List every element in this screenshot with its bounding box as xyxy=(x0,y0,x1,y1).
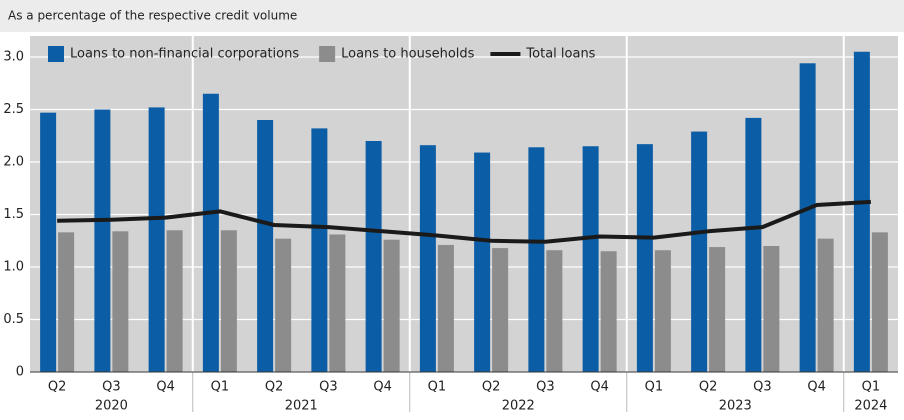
bar xyxy=(383,239,400,372)
x-tick-label: Q3 xyxy=(536,380,555,395)
bar xyxy=(112,231,129,372)
bar xyxy=(94,109,111,372)
bar xyxy=(853,51,870,372)
bar xyxy=(636,144,653,372)
x-tick-label: Q2 xyxy=(48,380,67,395)
bar xyxy=(329,234,346,372)
y-tick-label: 2.0 xyxy=(3,155,24,170)
x-tick-label: Q4 xyxy=(156,380,175,395)
x-tick-label: Q3 xyxy=(102,380,121,395)
bar xyxy=(546,250,563,372)
bar xyxy=(492,248,509,372)
x-tick-label: Q2 xyxy=(482,380,501,395)
x-group-label: 2024 xyxy=(854,399,887,414)
bar xyxy=(871,232,888,372)
y-tick-label: 3.0 xyxy=(3,50,24,65)
bar xyxy=(202,93,219,372)
x-group-label: 2023 xyxy=(719,399,752,414)
x-group-label: 2022 xyxy=(502,399,535,414)
bar xyxy=(600,251,617,372)
legend-label: Loans to non-financial corporations xyxy=(70,47,299,62)
bar xyxy=(419,145,436,372)
bar xyxy=(582,146,599,372)
bar xyxy=(474,152,491,372)
bar xyxy=(365,141,382,372)
y-tick-label: 1.5 xyxy=(3,207,24,222)
x-tick-label: Q1 xyxy=(862,380,881,395)
bar xyxy=(40,112,57,373)
legend-label: Total loans xyxy=(525,47,595,62)
legend-swatch xyxy=(319,46,336,62)
bar xyxy=(220,230,237,372)
bar xyxy=(691,131,708,372)
x-group-label: 2020 xyxy=(95,399,128,414)
y-tick-label: 1.0 xyxy=(3,260,24,275)
x-group-label: 2021 xyxy=(285,399,318,414)
bar xyxy=(166,230,183,372)
y-tick-label: 0.5 xyxy=(3,312,24,327)
x-tick-label: Q1 xyxy=(645,380,664,395)
x-tick-label: Q3 xyxy=(753,380,772,395)
x-tick-label: Q4 xyxy=(807,380,826,395)
bar xyxy=(275,238,292,372)
y-tick-label: 2.5 xyxy=(3,102,24,117)
bar xyxy=(58,232,75,372)
bar xyxy=(654,250,671,372)
bar xyxy=(528,147,545,372)
bar xyxy=(148,107,165,373)
bar xyxy=(709,247,726,372)
x-tick-label: Q4 xyxy=(373,380,392,395)
bar xyxy=(311,128,328,372)
x-tick-label: Q1 xyxy=(211,380,230,395)
x-tick-label: Q2 xyxy=(265,380,284,395)
bar xyxy=(437,244,454,372)
x-tick-label: Q1 xyxy=(428,380,447,395)
x-tick-label: Q4 xyxy=(590,380,609,395)
bar xyxy=(799,63,816,373)
bar xyxy=(257,120,274,372)
legend-label: Loans to households xyxy=(341,47,475,62)
legend-swatch xyxy=(48,46,64,62)
bar xyxy=(817,238,834,372)
line xyxy=(57,199,871,244)
header-band xyxy=(0,0,904,32)
y-tick-label: 0 xyxy=(16,365,24,380)
bar xyxy=(763,246,780,372)
x-tick-label: Q2 xyxy=(699,380,718,395)
bar xyxy=(745,117,762,373)
chart-subtitle: As a percentage of the respective credit… xyxy=(8,9,297,23)
x-tick-label: Q3 xyxy=(319,380,338,395)
